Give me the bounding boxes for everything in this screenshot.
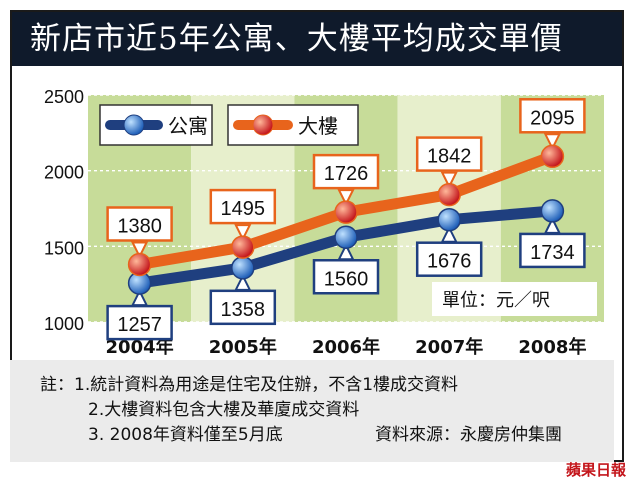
x-tick-label: 2006年 xyxy=(312,336,380,358)
note-2: 2.大樓資料包含大樓及華廈成交資料 xyxy=(88,400,360,420)
note-3: 3. 2008年資料僅至5月底 xyxy=(88,425,283,445)
data-label: 1257 xyxy=(117,314,162,336)
data-point xyxy=(540,144,565,169)
y-tick-label: 1000 xyxy=(44,314,84,334)
data-point xyxy=(540,199,565,223)
data-label: 1842 xyxy=(427,146,472,168)
data-label-box xyxy=(519,232,586,269)
legend-label-apartment: 公寓 xyxy=(168,114,208,138)
data-label-pointer xyxy=(337,189,355,207)
x-tick-label: 2007年 xyxy=(415,336,483,358)
x-tick-label: 2008年 xyxy=(518,336,586,358)
note-1: 註：1.統計資料為用途是住宅及住辦，不含1樓成交資料 xyxy=(40,375,459,395)
unit-label: 單位：元／呎 xyxy=(442,290,550,311)
x-tick-label: 2004年 xyxy=(106,336,174,358)
legend-marker-apartment xyxy=(123,114,145,136)
data-label: 1676 xyxy=(427,251,472,273)
unit-label-box xyxy=(432,282,597,316)
data-point xyxy=(231,235,255,259)
notes-panel: 註：1.統計資料為用途是住宅及住辦，不含1樓成交資料 2.大樓資料包含大樓及華廈… xyxy=(10,360,614,462)
data-label: 1734 xyxy=(530,242,575,264)
data-label-box xyxy=(209,289,277,326)
data-label: 2095 xyxy=(530,107,575,129)
x-tick-label: 2005年 xyxy=(209,336,277,358)
data-label-box xyxy=(106,206,173,242)
chart-title: 新店市近5年公寓、大樓平均成交單價 xyxy=(12,12,622,66)
data-label-box xyxy=(312,153,380,190)
data-label-box xyxy=(415,136,483,172)
data-label: 1560 xyxy=(324,268,369,290)
legend-marker-building xyxy=(252,114,274,136)
y-tick-label: 2000 xyxy=(44,163,84,183)
y-tick-label: 1500 xyxy=(44,238,84,258)
data-label-box xyxy=(209,188,277,225)
data-source: 資料來源：永慶房仲集團 xyxy=(375,425,562,445)
data-label-box xyxy=(312,259,380,295)
data-label: 1380 xyxy=(117,215,162,237)
data-label-pointer xyxy=(234,224,252,242)
apple-daily-logo: 蘋果日報 xyxy=(565,461,626,479)
data-label-pointer xyxy=(543,133,562,151)
data-point xyxy=(437,207,461,232)
data-point xyxy=(334,200,358,224)
y-tick-label: 2500 xyxy=(44,87,84,107)
data-point xyxy=(437,182,461,207)
data-point xyxy=(334,225,358,250)
data-point xyxy=(231,256,255,280)
legend-label-building: 大樓 xyxy=(298,114,338,138)
data-label-box xyxy=(519,98,586,134)
data-label-pointer xyxy=(130,241,149,259)
data-label-pointer xyxy=(440,171,458,189)
data-label: 1358 xyxy=(221,299,266,321)
data-label-box xyxy=(106,304,173,341)
data-label: 1726 xyxy=(324,163,369,185)
data-label: 1495 xyxy=(221,198,266,220)
data-point xyxy=(127,252,152,277)
data-label-box xyxy=(415,241,483,277)
